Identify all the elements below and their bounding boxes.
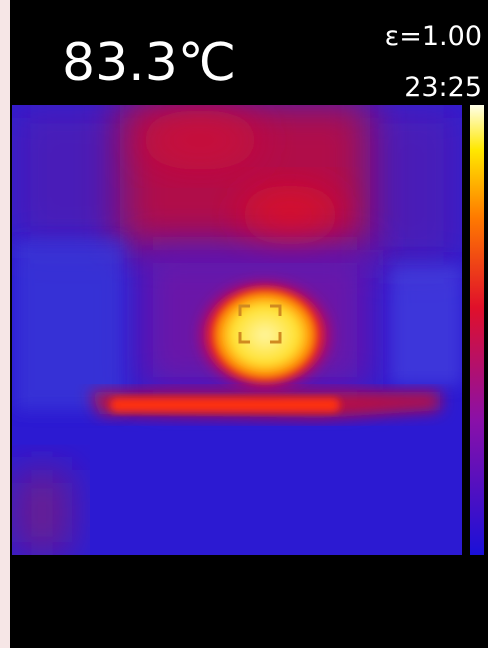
left-edge	[0, 0, 12, 648]
thermal-image	[12, 105, 462, 555]
time: 23:25	[404, 72, 482, 103]
color-scale	[470, 105, 484, 555]
crosshair	[238, 304, 282, 344]
temperature: 83.3℃	[62, 33, 236, 93]
emissivity: ε=1.00	[385, 21, 482, 52]
